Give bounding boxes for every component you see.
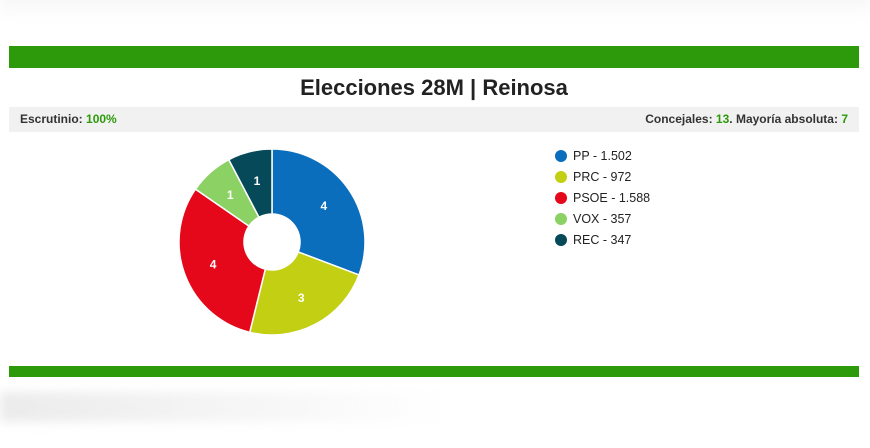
scrutiny-value: 100% xyxy=(86,112,117,126)
pie-slice-rec[interactable] xyxy=(227,148,273,219)
scrutiny-info: Escrutinio: 100% xyxy=(20,112,117,126)
scrutiny-label: Escrutinio: xyxy=(20,112,87,126)
legend-label: REC - 347 xyxy=(573,233,632,247)
slice-label-prc: 3 xyxy=(298,291,305,305)
legend-item-psoe[interactable]: PSOE - 1.588 xyxy=(555,189,650,210)
legend-label: PP - 1.502 xyxy=(573,149,632,163)
legend-label: VOX - 357 xyxy=(573,212,632,226)
info-bar: Escrutinio: 100% Concejales: 13. Mayoría… xyxy=(9,107,859,132)
slice-label-pp: 4 xyxy=(321,199,328,213)
councillors-value: 13 xyxy=(715,112,730,126)
legend-color-dot xyxy=(555,192,567,204)
chart-title: Elecciones 28M | Reinosa xyxy=(300,75,568,100)
faded-background-heading xyxy=(0,0,870,18)
bottom-green-bar xyxy=(9,366,859,377)
majority-label: . Mayoría absoluta: xyxy=(729,112,842,126)
faded-background-metadata xyxy=(0,392,440,422)
slice-label-vox: 1 xyxy=(227,188,234,202)
pie-slice-psoe[interactable] xyxy=(178,188,267,334)
pie-slice-prc[interactable] xyxy=(248,250,360,336)
legend-color-dot xyxy=(555,171,567,183)
chart-legend: PP - 1.502 PRC - 972 PSOE - 1.588 VOX - 357… xyxy=(555,147,650,252)
legend-color-dot xyxy=(555,150,567,162)
legend-item-pp[interactable]: PP - 1.502 xyxy=(555,147,650,168)
top-green-bar xyxy=(9,46,859,68)
majority-value: 7 xyxy=(841,112,848,126)
legend-item-prc[interactable]: PRC - 972 xyxy=(555,168,650,189)
legend-label: PSOE - 1.588 xyxy=(573,191,651,205)
slice-label-psoe: 4 xyxy=(210,257,217,271)
legend-item-vox[interactable]: VOX - 357 xyxy=(555,210,650,231)
legend-item-rec[interactable]: REC - 347 xyxy=(555,231,650,252)
legend-label: PRC - 972 xyxy=(573,170,632,184)
pie-slice-pp[interactable] xyxy=(271,148,366,276)
councillors-label: Concejales: xyxy=(645,112,716,126)
legend-color-dot xyxy=(555,234,567,246)
councillors-info: Concejales: 13. Mayoría absoluta: 7 xyxy=(645,112,848,126)
legend-color-dot xyxy=(555,213,567,225)
slice-label-rec: 1 xyxy=(254,174,261,188)
